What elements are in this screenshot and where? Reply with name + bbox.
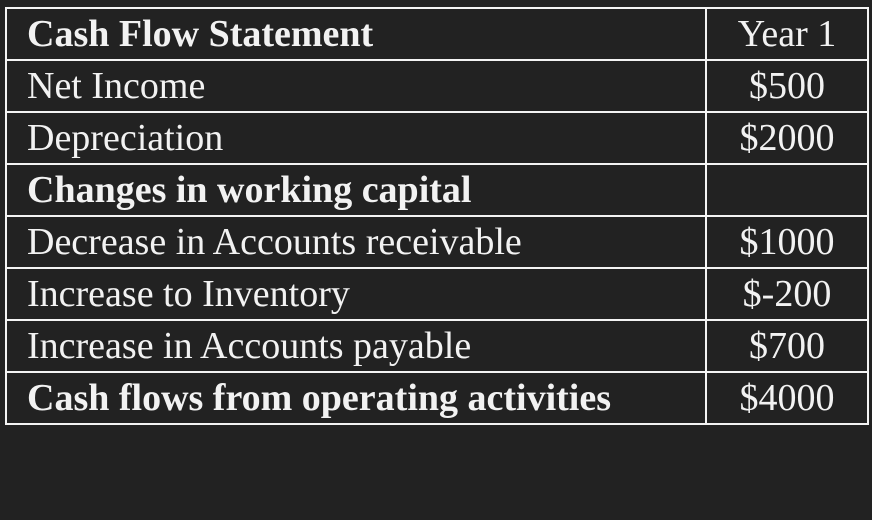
- header-label: Cash Flow Statement: [5, 7, 707, 61]
- row-value: $-200: [705, 267, 869, 321]
- row-label: Cash flows from operating activities: [5, 371, 707, 425]
- row-value: $2000: [705, 111, 869, 165]
- row-value: $4000: [705, 371, 869, 425]
- table-row: Net Income $500: [5, 59, 869, 113]
- row-value: $500: [705, 59, 869, 113]
- table-row: Increase in Accounts payable $700: [5, 319, 869, 373]
- table-row: Cash flows from operating activities $40…: [5, 371, 869, 425]
- table-header-row: Cash Flow Statement Year 1: [5, 7, 869, 61]
- row-label: Changes in working capital: [5, 163, 707, 217]
- row-label: Net Income: [5, 59, 707, 113]
- header-year: Year 1: [705, 7, 869, 61]
- table-row: Increase to Inventory $-200: [5, 267, 869, 321]
- cash-flow-table: Cash Flow Statement Year 1 Net Income $5…: [5, 7, 869, 425]
- table-row: Decrease in Accounts receivable $1000: [5, 215, 869, 269]
- table-row: Changes in working capital: [5, 163, 869, 217]
- table-row: Depreciation $2000: [5, 111, 869, 165]
- row-label: Depreciation: [5, 111, 707, 165]
- row-label: Decrease in Accounts receivable: [5, 215, 707, 269]
- row-label: Increase in Accounts payable: [5, 319, 707, 373]
- row-value: $700: [705, 319, 869, 373]
- row-value: $1000: [705, 215, 869, 269]
- row-value: [705, 163, 869, 217]
- row-label: Increase to Inventory: [5, 267, 707, 321]
